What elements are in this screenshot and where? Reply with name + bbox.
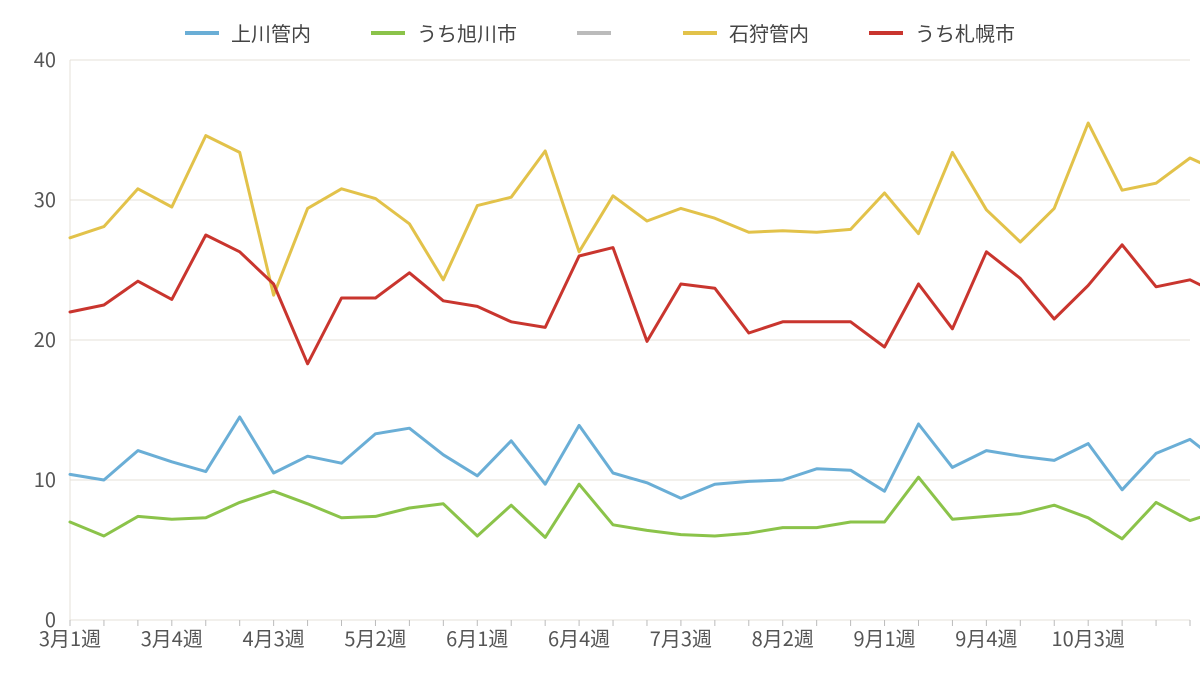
svg-text:6月1週: 6月1週 — [446, 623, 508, 652]
legend-swatch — [683, 31, 717, 35]
legend-swatch — [371, 31, 405, 35]
legend-item-blank — [577, 18, 623, 47]
legend-label: 上川管内 — [231, 18, 311, 47]
legend-item-kamikawa: 上川管内 — [185, 18, 311, 47]
legend-label: うち旭川市 — [417, 18, 517, 47]
legend-item-asahikawa: うち旭川市 — [371, 18, 517, 47]
svg-text:7月3週: 7月3週 — [650, 623, 712, 652]
line-chart: 上川管内 うち旭川市 石狩管内 うち札幌市 0102030403月1週3月4週4… — [0, 0, 1200, 676]
legend: 上川管内 うち旭川市 石狩管内 うち札幌市 — [0, 18, 1200, 47]
svg-text:40: 40 — [34, 44, 56, 73]
svg-text:3月1週: 3月1週 — [39, 623, 101, 652]
svg-text:30: 30 — [34, 184, 56, 213]
svg-text:8月2週: 8月2週 — [752, 623, 814, 652]
legend-swatch — [577, 31, 611, 35]
svg-text:10月3週: 10月3週 — [1052, 623, 1125, 652]
svg-text:10: 10 — [34, 464, 56, 493]
svg-text:3月4週: 3月4週 — [141, 623, 203, 652]
legend-label: 石狩管内 — [729, 18, 809, 47]
svg-text:5月2週: 5月2週 — [344, 623, 406, 652]
svg-text:20: 20 — [34, 324, 56, 353]
legend-label: うち札幌市 — [915, 18, 1015, 47]
chart-canvas: 0102030403月1週3月4週4月3週5月2週6月1週6月4週7月3週8月2… — [0, 0, 1200, 676]
svg-text:4月3週: 4月3週 — [243, 623, 305, 652]
legend-swatch — [185, 31, 219, 35]
legend-swatch — [869, 31, 903, 35]
svg-text:6月4週: 6月4週 — [548, 623, 610, 652]
svg-text:9月1週: 9月1週 — [853, 623, 915, 652]
svg-text:9月4週: 9月4週 — [955, 623, 1017, 652]
legend-item-ishikari: 石狩管内 — [683, 18, 809, 47]
legend-item-sapporo: うち札幌市 — [869, 18, 1015, 47]
